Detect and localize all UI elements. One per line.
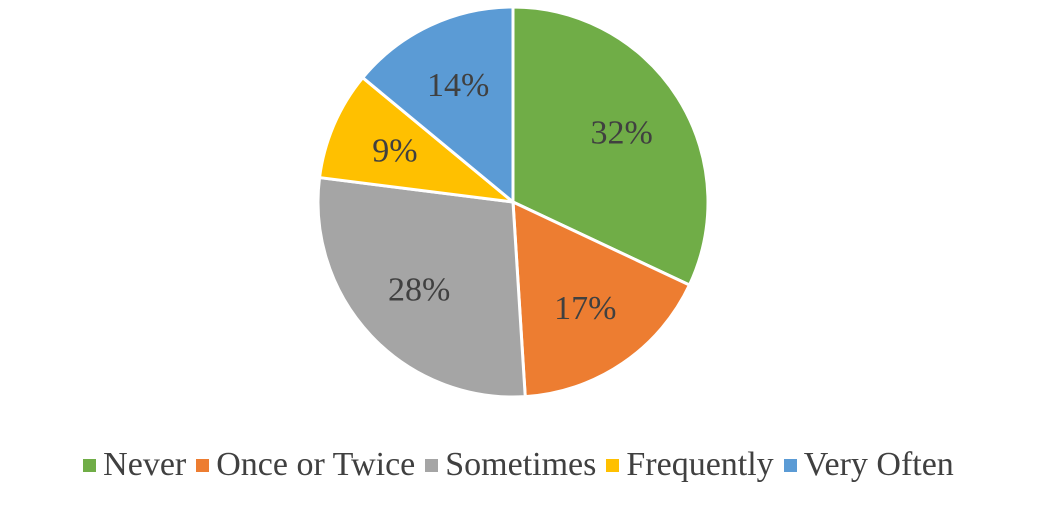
data-label-frequently: 9% [372,132,417,169]
legend-swatch [606,458,620,472]
legend-label: Once or Twice [216,446,416,483]
pie-slice-very-often [361,5,515,204]
pie-slice-frequently [318,76,515,204]
legend-item-very-often: Very Often [783,446,954,484]
legend-item-once-or-twice: Once or Twice [196,446,415,484]
legend-label: Sometimes [445,446,597,483]
pie-slice-never [511,5,710,287]
pie-slice-sometimes [316,176,527,399]
legend: Never Once or Twice Sometimes Frequently Ver… [0,440,1037,490]
data-label-never: 32% [591,115,653,152]
data-label-once-or-twice: 17% [554,290,616,327]
legend-item-sometimes: Sometimes [425,446,596,484]
legend-item-frequently: Frequently [606,446,774,484]
data-label-sometimes: 28% [388,272,450,309]
pie-slice-once-or-twice [511,200,691,399]
legend-swatch [196,458,210,472]
legend-swatch [783,458,797,472]
legend-label: Never [103,446,187,483]
legend-swatch [83,458,97,472]
data-label-very-often: 14% [427,67,489,104]
legend-label: Frequently [626,446,774,483]
legend-item-never: Never [83,446,186,484]
legend-label: Very Often [803,446,954,483]
legend-swatch [425,458,439,472]
